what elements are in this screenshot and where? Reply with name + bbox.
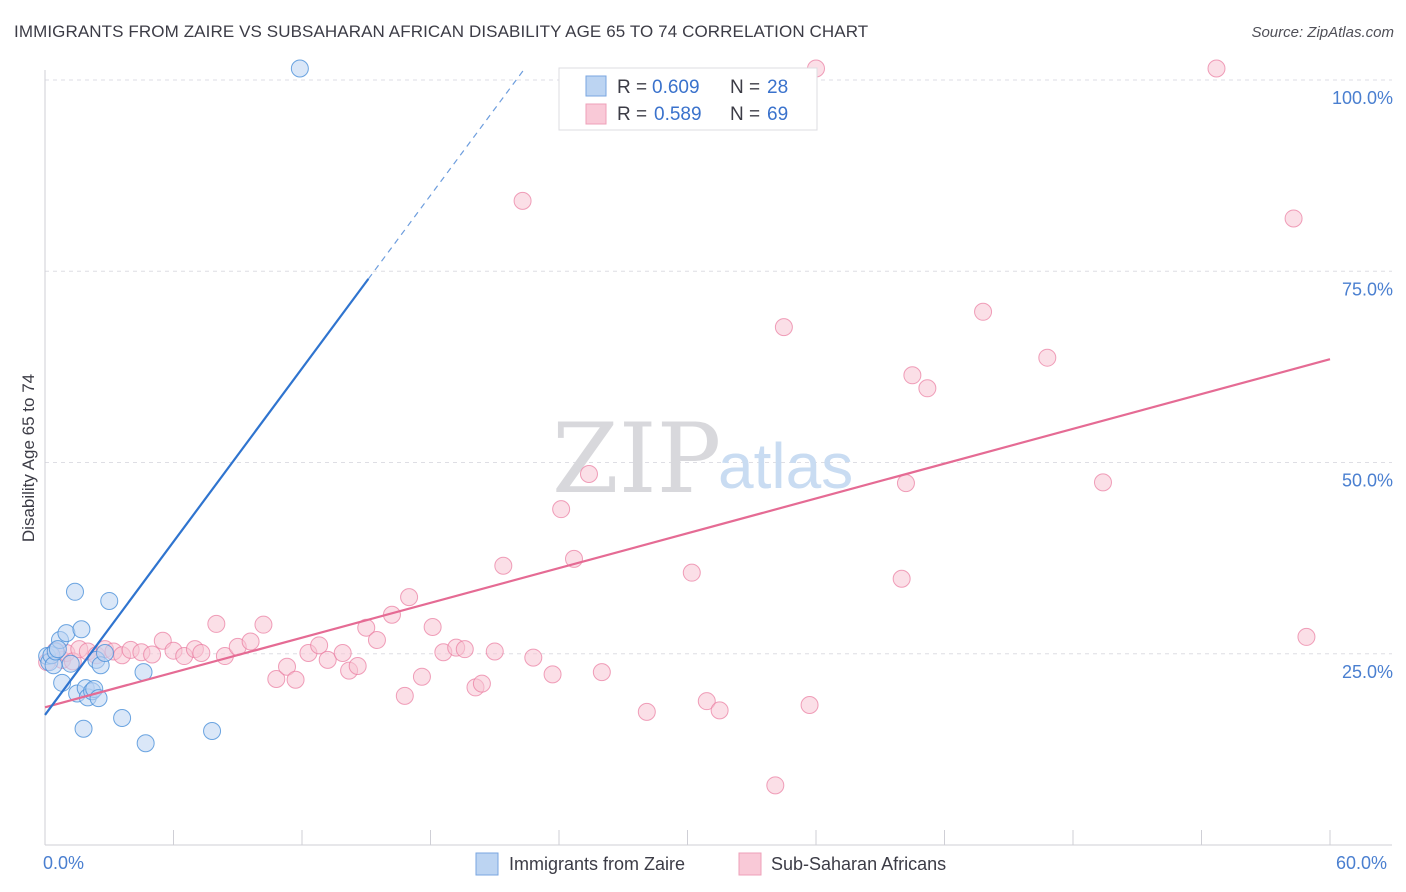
zaire-trend-line (44, 278, 370, 716)
series-legend: Immigrants from Zaire Sub-Saharan Africa… (475, 852, 946, 876)
subsaharan-point-28 (310, 636, 329, 655)
subsaharan-trend-line (44, 358, 1331, 709)
subsaharan-point-39 (423, 617, 442, 636)
subsaharan-point-29 (318, 650, 337, 669)
subsaharan-point-55 (682, 563, 701, 582)
legend-r-value-blue: 0.609 (652, 77, 700, 98)
series-legend-label-zaire: Immigrants from Zaire (509, 854, 685, 874)
subsaharan-point-37 (400, 588, 419, 607)
x-tick-label-min: 0.0% (43, 853, 84, 873)
subsaharan-point-63 (896, 474, 915, 493)
y-axis-label: Disability Age 65 to 74 (19, 374, 38, 542)
y-tick-label-50: 50.0% (1342, 471, 1393, 491)
zaire-point-26 (290, 59, 309, 78)
sub-saharan-points (38, 59, 1316, 795)
y-tick-labels: 25.0% 50.0% 75.0% 100.0% (1332, 88, 1393, 682)
zaire-point-9 (65, 582, 84, 601)
subsaharan-point-62 (892, 569, 911, 588)
subsaharan-point-70 (1284, 209, 1303, 228)
subsaharan-point-67 (1038, 348, 1057, 367)
subsaharan-point-52 (579, 464, 598, 483)
legend-n-label-pink: N = (730, 104, 760, 125)
x-tick-label-max: 60.0% (1336, 853, 1387, 873)
subsaharan-point-19 (207, 614, 226, 633)
legend-r-label-blue: R = (617, 77, 647, 98)
subsaharan-point-47 (513, 191, 532, 210)
y-tick-label-25: 25.0% (1342, 662, 1393, 682)
subsaharan-point-38 (412, 667, 431, 686)
zaire-point-24 (136, 734, 155, 753)
subsaharan-point-53 (592, 663, 611, 682)
x-axis-ticks (44, 830, 1331, 845)
zaire-point-11 (72, 620, 91, 639)
zaire-point-21 (100, 591, 119, 610)
y-tick-label-75: 75.0% (1342, 279, 1393, 299)
subsaharan-point-57 (710, 701, 729, 720)
subsaharan-point-25 (278, 657, 297, 676)
series-legend-swatch-subsaharan (738, 852, 762, 876)
subsaharan-point-22 (241, 632, 260, 651)
subsaharan-point-58 (766, 776, 785, 795)
chart-title: IMMIGRANTS FROM ZAIRE VS SUBSAHARAN AFRI… (14, 22, 869, 41)
subsaharan-point-13 (143, 645, 162, 664)
subsaharan-point-36 (395, 686, 414, 705)
subsaharan-point-45 (485, 642, 504, 661)
subsaharan-point-46 (494, 556, 513, 575)
subsaharan-point-60 (800, 696, 819, 715)
series-legend-swatch-zaire (475, 852, 499, 876)
subsaharan-point-50 (552, 500, 571, 519)
legend-swatch-pink (585, 103, 607, 125)
subsaharan-point-66 (974, 302, 993, 321)
subsaharan-point-26 (286, 670, 305, 689)
subsaharan-point-18 (192, 643, 211, 662)
zaire-point-8 (61, 654, 80, 673)
subsaharan-point-23 (254, 615, 273, 634)
subsaharan-point-42 (455, 640, 474, 659)
axes (44, 70, 1392, 846)
legend-swatch-blue (585, 75, 607, 97)
zaire-trend-extension (367, 68, 526, 280)
subsaharan-point-24 (267, 669, 286, 688)
zaire-point-22 (113, 709, 132, 728)
subsaharan-point-44 (472, 674, 491, 693)
subsaharan-point-59 (774, 318, 793, 337)
grid-lines (45, 79, 1392, 655)
zaire-point-20 (95, 643, 114, 662)
zaire-point-7 (57, 624, 76, 643)
subsaharan-point-48 (524, 648, 543, 667)
legend-r-label-pink: R = (617, 104, 647, 125)
subsaharan-point-56 (697, 692, 716, 711)
series-legend-label-subsaharan: Sub-Saharan Africans (771, 854, 946, 874)
trend-lines (44, 68, 1331, 716)
y-tick-label-100: 100.0% (1332, 88, 1393, 108)
watermark-atlas: atlas (718, 430, 853, 502)
subsaharan-point-68 (1093, 473, 1112, 492)
stats-legend: R = 0.609 N = 28 R = 0.589 N = 69 (558, 67, 818, 131)
subsaharan-point-54 (637, 702, 656, 721)
legend-n-value-pink: 69 (767, 104, 788, 125)
zaire-point-12 (74, 719, 93, 738)
watermark-zip: ZIP (552, 403, 721, 515)
legend-n-value-blue: 28 (767, 77, 788, 98)
subsaharan-point-32 (348, 656, 367, 675)
legend-n-label-blue: N = (730, 77, 760, 98)
zaire-points (38, 59, 309, 753)
zaire-point-27 (48, 640, 67, 659)
subsaharan-point-65 (918, 379, 937, 398)
subsaharan-point-69 (1207, 59, 1226, 78)
subsaharan-point-34 (367, 630, 386, 649)
source-label: Source: ZipAtlas.com (1251, 24, 1394, 41)
subsaharan-point-64 (903, 366, 922, 385)
subsaharan-point-49 (543, 665, 562, 684)
subsaharan-point-71 (1297, 627, 1316, 646)
zaire-point-25 (203, 722, 222, 741)
legend-r-value-pink: 0.589 (654, 104, 702, 125)
subsaharan-point-30 (333, 643, 352, 662)
